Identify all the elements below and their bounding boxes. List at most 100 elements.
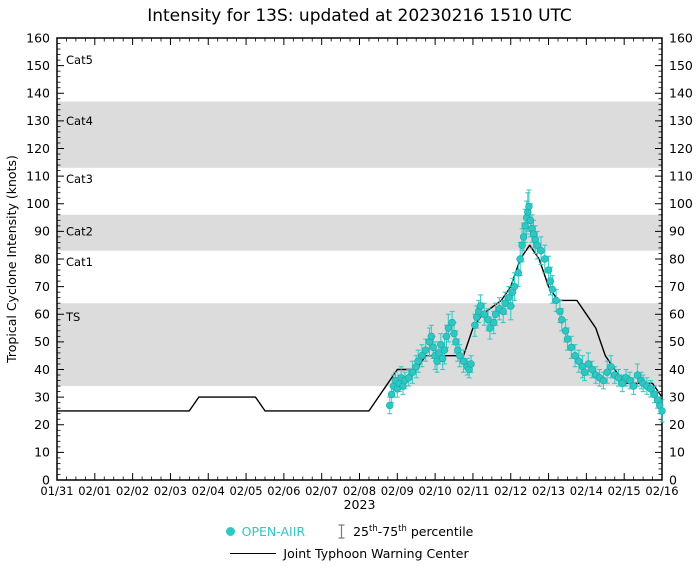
x-tick-label: 01/31	[40, 484, 73, 498]
legend-sup-1: th	[369, 523, 378, 534]
x-tick-label: 02/11	[456, 484, 489, 498]
percentile-errorbar-icon	[338, 524, 345, 539]
legend-pct-rest: percentile	[406, 524, 474, 540]
open-aiir-point	[448, 318, 456, 327]
open-aiir-point	[552, 296, 560, 305]
y-tick-label: 20	[34, 417, 50, 432]
band-label: TS	[65, 310, 80, 324]
band-label: Cat1	[66, 255, 93, 269]
open-aiir-point	[607, 363, 615, 371]
x-tick-label: 02/12	[494, 484, 527, 498]
legend-jtwc-entry: Joint Typhoon Warning Center	[230, 546, 469, 561]
y-tick-label: 40	[669, 362, 685, 377]
open-aiir-point	[646, 385, 655, 393]
open-aiir-point	[561, 327, 570, 335]
x-tick-label: 02/02	[116, 484, 149, 498]
open-aiir-point	[575, 357, 583, 365]
open-aiir-point	[614, 374, 623, 382]
band-label: Cat2	[66, 224, 93, 238]
y-tick-label: 70	[34, 279, 50, 294]
x-tick-label: 02/05	[229, 484, 262, 498]
x-tick-label: 02/07	[305, 484, 338, 498]
open-aiir-point	[563, 335, 572, 343]
x-tick-label: 02/15	[608, 484, 641, 498]
y-tick-label: 10	[669, 445, 685, 460]
x-tick-label: 02/03	[154, 484, 187, 498]
open-aiir-point	[618, 379, 626, 388]
y-tick-label: 30	[34, 389, 50, 404]
open-aiir-point	[580, 368, 589, 376]
open-aiir-point	[408, 368, 417, 376]
y-tick-label: 50	[34, 334, 50, 349]
legend-pct-25: 25	[353, 524, 369, 540]
y-tick-label: 120	[26, 141, 50, 156]
open-aiir-point	[519, 233, 528, 241]
y-tick-label: 80	[34, 251, 50, 266]
legend-row-2: Joint Typhoon Warning Center	[0, 546, 699, 561]
open-aiir-point	[414, 357, 422, 365]
x-tick-label: 02/13	[532, 484, 565, 498]
x-tick-label: 02/16	[645, 484, 678, 498]
y-tick-label: 150	[669, 58, 693, 73]
open-aiir-point	[505, 293, 513, 302]
x-tick-label: 02/08	[343, 484, 376, 498]
open-aiir-point	[514, 269, 523, 277]
x-tick-label: 02/14	[570, 484, 603, 498]
open-aiir-point	[548, 285, 557, 294]
band-label: Cat4	[66, 114, 93, 128]
band-label: Cat3	[66, 172, 93, 186]
open-aiir-point	[558, 316, 566, 324]
open-aiir-point	[437, 340, 445, 349]
category-band	[57, 101, 662, 168]
open-aiir-point	[626, 376, 634, 385]
y-tick-label: 150	[26, 58, 50, 73]
legend-jtwc-label: Joint Typhoon Warning Center	[283, 546, 469, 561]
open-aiir-point	[518, 241, 526, 249]
open-aiir-point	[546, 277, 555, 285]
y-tick-label: 100	[26, 196, 50, 211]
y-tick-label: 40	[34, 362, 50, 377]
open-aiir-point	[442, 332, 451, 341]
legend-percentile-label: 25th-75th percentile	[353, 524, 473, 539]
open-aiir-point	[537, 247, 545, 255]
y-tick-label: 140	[26, 86, 50, 101]
y-tick-label: 90	[34, 224, 50, 239]
open-aiir-point	[526, 216, 535, 225]
open-aiir-point	[429, 343, 437, 352]
open-aiir-point	[418, 351, 426, 360]
x-axis-year-label: 2023	[343, 497, 376, 512]
x-tick-label: 02/01	[78, 484, 111, 498]
open-aiir-point	[387, 390, 396, 399]
open-aiir-point	[633, 371, 642, 379]
x-tick-label: 02/09	[381, 484, 414, 498]
open-aiir-point	[459, 357, 468, 365]
open-aiir-point	[516, 255, 524, 263]
open-aiir-point	[658, 407, 666, 415]
open-aiir-point	[556, 307, 564, 316]
open-aiir-point	[467, 360, 475, 368]
open-aiir-point	[491, 310, 500, 318]
y-tick-label: 110	[26, 168, 50, 183]
band-label: Cat5	[66, 53, 93, 67]
open-aiir-point	[456, 351, 464, 360]
x-tick-label: 02/06	[267, 484, 300, 498]
open-aiir-point	[499, 307, 507, 316]
legend-open-aiir-label: OPEN-AIIR	[241, 524, 306, 539]
x-tick-label: 02/04	[192, 484, 225, 498]
open-aiir-point	[541, 255, 549, 263]
open-aiir-point	[588, 365, 596, 374]
open-aiir-point	[599, 376, 608, 385]
x-tick-label: 02/10	[419, 484, 452, 498]
y-tick-label: 60	[669, 307, 685, 322]
open-aiir-point	[421, 346, 430, 354]
open-aiir-point	[544, 266, 553, 274]
open-aiir-point	[480, 310, 488, 318]
open-aiir-point	[444, 324, 453, 332]
y-tick-label: 0	[669, 472, 677, 487]
open-aiir-point	[533, 241, 541, 249]
open-aiir-point	[438, 354, 447, 363]
chart-title: Intensity for 13S: updated at 20230216 1…	[147, 6, 572, 26]
open-aiir-point	[584, 360, 592, 368]
